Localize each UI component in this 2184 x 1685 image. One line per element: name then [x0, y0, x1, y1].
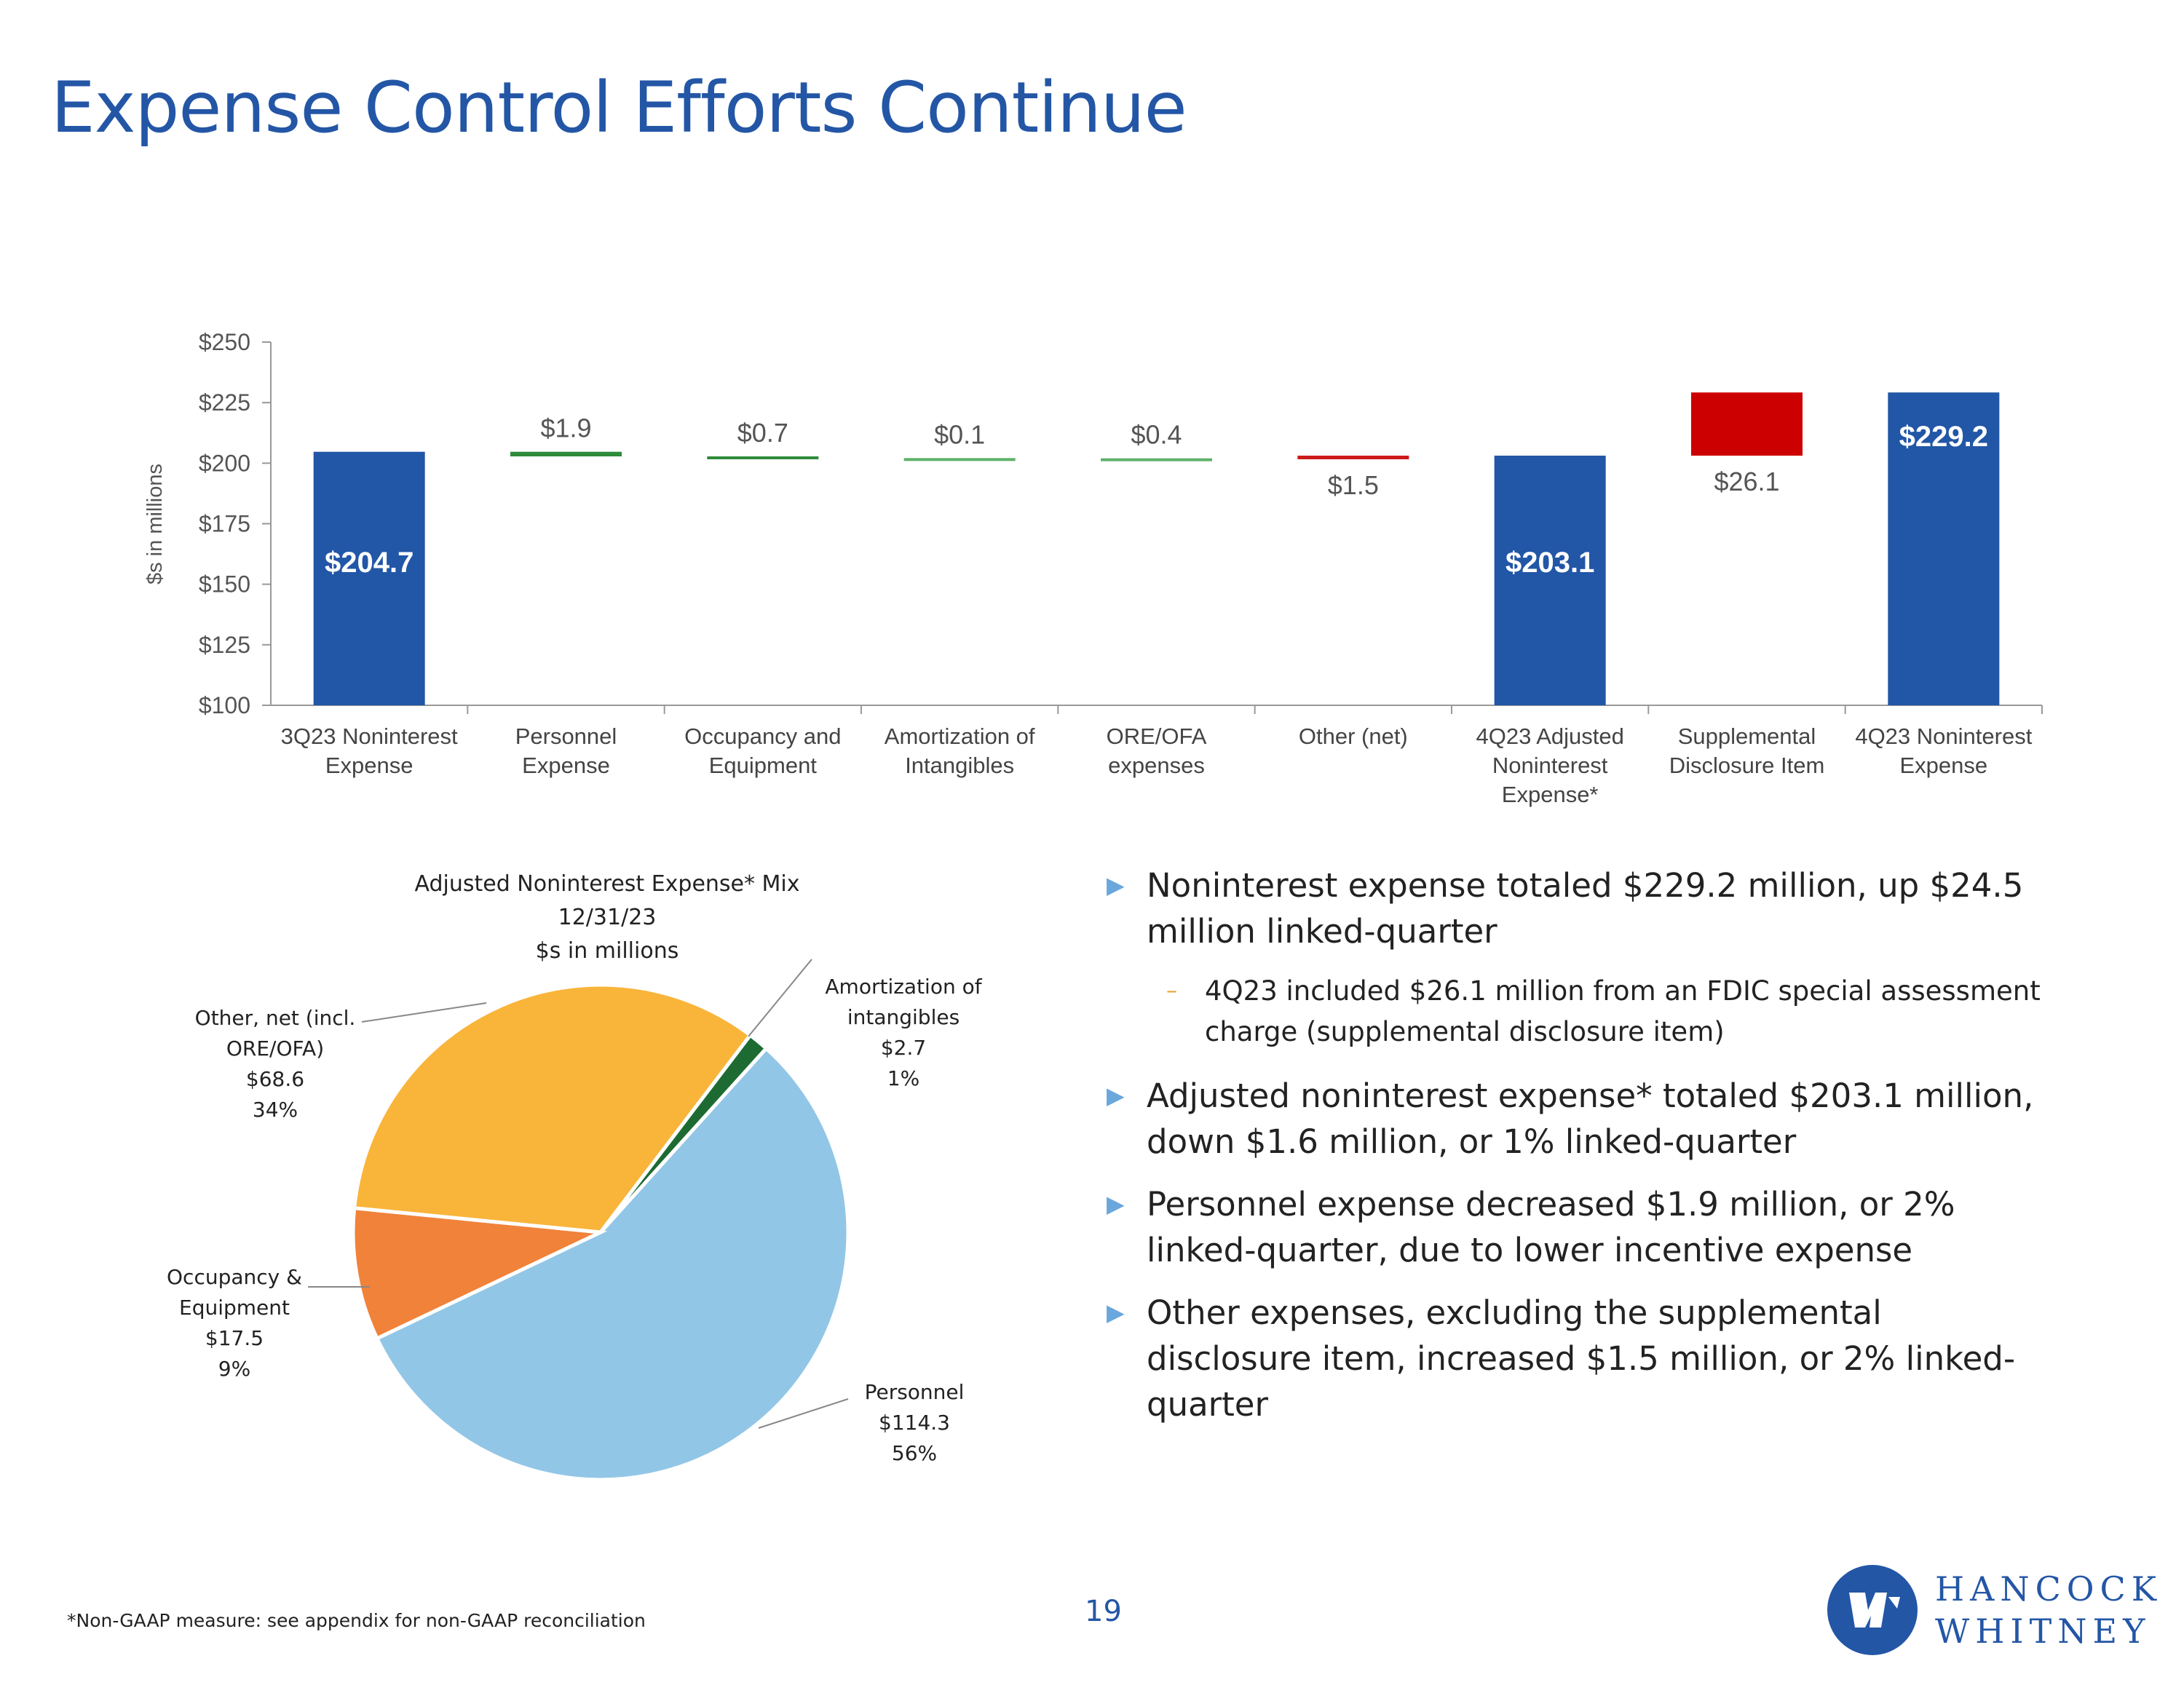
y-tick-label: $150 [199, 571, 250, 598]
pie-leader-line [758, 1398, 849, 1429]
pie-label: 34% [253, 1098, 298, 1122]
pie-title: 12/31/23 [558, 905, 657, 930]
logo-mark-icon [1827, 1565, 1918, 1655]
y-tick-label: $100 [199, 692, 250, 718]
bullet-item: ▶ Adjusted noninterest expense* totaled $… [1107, 1073, 2046, 1165]
bullet-list: ▶ Noninterest expense totaled $229.2 mill… [1107, 863, 2046, 1444]
category-label: Personnel [515, 723, 617, 749]
bullet-item: ▶ Personnel expense decreased $1.9 millio… [1107, 1181, 2046, 1273]
bullet-text: Noninterest expense totaled $229.2 milli… [1147, 866, 2024, 951]
pie-slice [351, 1205, 608, 1341]
pie-label: Personnel [865, 1380, 965, 1404]
waterfall-bar [510, 451, 622, 457]
pie-leader-line [748, 959, 812, 1037]
bar-value-label: $0.7 [737, 418, 788, 448]
category-label: expenses [1108, 753, 1205, 778]
y-tick-label: $200 [199, 450, 250, 476]
category-label: Other (net) [1299, 723, 1408, 749]
bullet-text: Personnel expense decreased $1.9 million… [1147, 1185, 1955, 1269]
hancock-whitney-logo: HANCOCK WHITNEY [1827, 1565, 2156, 1660]
waterfall-bar [1494, 456, 1606, 705]
y-axis-label: $s in millions [143, 464, 167, 584]
sub-bullet-text: 4Q23 included $26.1 million from an FDIC… [1205, 975, 2041, 1047]
category-label: Supplemental [1678, 723, 1816, 749]
bar-value-label: $229.2 [1899, 421, 1988, 453]
waterfall-bar [903, 458, 1016, 461]
y-tick-label: $250 [199, 329, 250, 355]
sub-bullet-item: – 4Q23 included $26.1 million from an FDI… [1107, 971, 2046, 1052]
pie-slice [374, 1045, 850, 1482]
bar-value-label: $1.9 [540, 413, 591, 443]
y-tick-label: $175 [199, 511, 250, 537]
category-label: Expense [325, 753, 414, 778]
bullet-arrow-icon: ▶ [1107, 1082, 1125, 1109]
logo-line-1: HANCOCK [1935, 1569, 2163, 1609]
page-number: 19 [1085, 1595, 1122, 1628]
pie-label: 56% [892, 1441, 937, 1465]
slide-title: Expense Control Efforts Continue [51, 67, 1187, 148]
pie-label: ORE/OFA) [226, 1036, 324, 1060]
pie-label: $2.7 [881, 1036, 926, 1060]
waterfall-bar [1691, 392, 1803, 456]
category-label: Expense [522, 753, 610, 778]
pie-title: $s in millions [536, 938, 679, 964]
category-label: 4Q23 Adjusted [1476, 723, 1623, 749]
dash-icon: – [1166, 978, 1177, 1004]
waterfall-bar [1101, 458, 1212, 461]
category-label: Occupancy and [684, 723, 841, 749]
pie-label: 9% [218, 1357, 250, 1381]
bar-value-label: $1.5 [1328, 470, 1379, 500]
pie-label: Occupancy & [167, 1265, 302, 1289]
waterfall-bar [313, 451, 425, 705]
pie-label: $17.5 [205, 1326, 264, 1350]
y-tick-label: $225 [199, 389, 250, 416]
pie-label: $114.3 [879, 1411, 950, 1435]
pie-label: intangibles [847, 1005, 960, 1029]
bullet-text: Other expenses, excluding the supplement… [1147, 1293, 2016, 1424]
waterfall-bar [707, 456, 819, 460]
bar-value-label: $0.4 [1131, 420, 1182, 450]
pie-label: Other, net (incl. [195, 1006, 356, 1030]
bar-value-label: $203.1 [1506, 547, 1594, 579]
category-label: Disclosure Item [1669, 753, 1825, 778]
bullet-item: ▶ Other expenses, excluding the supplemen… [1107, 1290, 2046, 1427]
category-label: ORE/OFA [1107, 723, 1207, 749]
category-label: Expense [1900, 753, 1988, 778]
bullet-arrow-icon: ▶ [1107, 1190, 1125, 1218]
category-label: Noninterest [1492, 753, 1608, 778]
bullet-text: Adjusted noninterest expense* totaled $2… [1147, 1077, 2034, 1161]
pie-label: 1% [887, 1066, 919, 1090]
pie-label: $68.6 [246, 1067, 304, 1091]
footnote: *Non-GAAP measure: see appendix for non-… [67, 1610, 646, 1631]
bullet-arrow-icon: ▶ [1107, 871, 1125, 899]
pie-leader-line [361, 1002, 487, 1023]
logo-line-2: WHITNEY [1935, 1611, 2151, 1651]
pie-title: Adjusted Noninterest Expense* Mix [414, 871, 799, 897]
bar-value-label: $26.1 [1714, 467, 1779, 496]
category-label: Amortization of [885, 723, 1035, 749]
pie-label: Equipment [179, 1296, 290, 1320]
category-label: 4Q23 Noninterest [1855, 723, 2032, 749]
y-tick-label: $125 [199, 632, 250, 658]
category-label: Intangibles [905, 753, 1014, 778]
pie-slice [352, 983, 753, 1234]
pie-label: Amortization of [825, 975, 982, 999]
category-label: Expense* [1502, 782, 1599, 807]
bullet-arrow-icon: ▶ [1107, 1299, 1125, 1326]
category-label: Equipment [709, 753, 818, 778]
waterfall-bar [1888, 392, 2000, 705]
waterfall-chart: $100 $125 $150 $175 $200 $225 $250 $s in millio… [143, 329, 2043, 807]
bar-value-label: $0.1 [934, 419, 985, 449]
category-label: 3Q23 Noninterest [281, 723, 458, 749]
waterfall-bar [1297, 456, 1409, 460]
bullet-item: ▶ Noninterest expense totaled $229.2 mill… [1107, 863, 2046, 954]
bar-value-label: $204.7 [325, 547, 414, 579]
